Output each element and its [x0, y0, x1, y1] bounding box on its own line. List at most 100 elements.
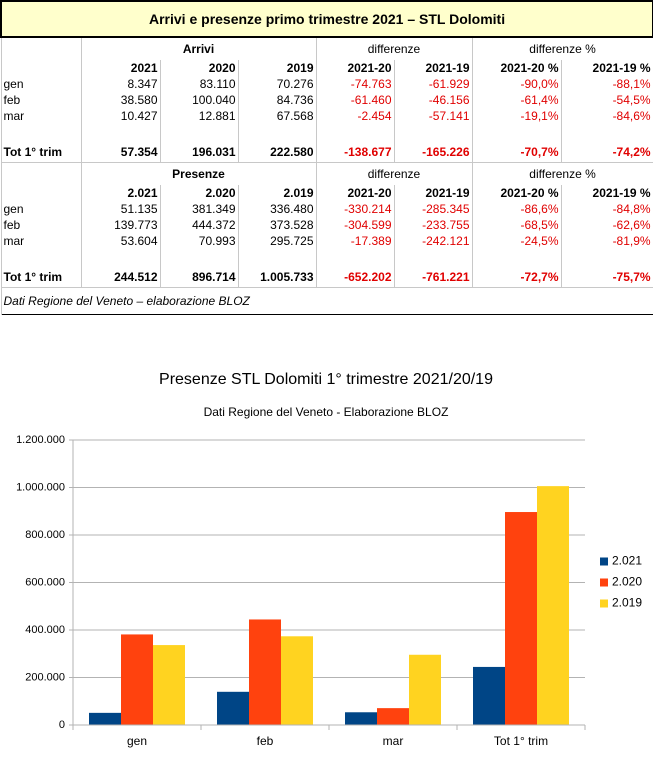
table-cell: 38.580: [80, 92, 160, 108]
table-cell: -88,1%: [560, 76, 653, 92]
y-tick-label: 1.000.000: [16, 481, 65, 493]
bar: [217, 691, 249, 725]
empty-cell: [560, 124, 653, 142]
table-cell: -19,1%: [471, 108, 561, 124]
table-cell: -62,6%: [560, 217, 653, 233]
y-tick-label: 600.000: [25, 576, 65, 588]
chart-title: Presenze STL Dolomiti 1° trimestre 2021/…: [159, 371, 493, 388]
table-cell: -61.929: [393, 76, 472, 92]
table-cell: -2.454: [315, 108, 394, 124]
table-cell: -90,0%: [471, 76, 561, 92]
row-label: gen: [0, 76, 81, 92]
y-tick-label: 0: [59, 719, 65, 731]
table-row: gen 51.135 381.349 336.480 -330.214 -285.345-…: [0, 201, 653, 217]
table-cell: 70.276: [237, 76, 316, 92]
table-cell: 444.372: [159, 217, 238, 233]
table-row: mar 10.427 12.881 67.568 -2.454 -57.141 -19,1%…: [0, 108, 653, 124]
column-header: 2021-20 %: [471, 185, 561, 201]
column-header: 2021-20: [315, 60, 394, 76]
y-tick-label: 800.000: [25, 529, 65, 541]
row-label: Tot 1° trim: [0, 267, 81, 288]
table-cell: 295.725: [237, 233, 316, 249]
y-tick-label: 1.200.000: [16, 434, 65, 446]
row-label: Tot 1° trim: [0, 142, 81, 163]
bar: [505, 512, 537, 725]
table-row: [0, 124, 653, 142]
table-note: Dati Regione del Veneto – elaborazione B…: [0, 287, 653, 315]
x-tick-label: feb: [257, 734, 274, 748]
row-label: mar: [0, 108, 81, 124]
table-cell: -285.345: [393, 201, 472, 217]
table-cell: 83.110: [159, 76, 238, 92]
legend-label: 2.019: [612, 596, 642, 610]
y-tick-label: 400.000: [25, 624, 65, 636]
table-cell: 336.480: [237, 201, 316, 217]
group-header: differenze: [315, 162, 472, 185]
table-cell: 70.993: [159, 233, 238, 249]
empty-cell: [80, 249, 160, 267]
table-row: feb 139.773 444.372 373.528 -304.599 -233.755…: [0, 217, 653, 233]
bar: [281, 636, 313, 725]
x-tick-label: gen: [127, 734, 147, 748]
legend-label: 2.021: [612, 554, 642, 568]
x-tick-label: mar: [383, 734, 404, 748]
legend-swatch: [600, 578, 608, 587]
empty-cell: [315, 249, 394, 267]
column-header: 2.019: [237, 185, 316, 201]
table-cell: -330.214: [315, 201, 394, 217]
column-header: 2020: [159, 60, 238, 76]
bar: [153, 645, 185, 725]
empty-cell: [237, 124, 316, 142]
bar: [537, 486, 569, 725]
empty-cell: [471, 249, 561, 267]
empty-cell: [159, 249, 238, 267]
table-row: 2021 2020 2019 2021-20 2021-19 2021-20 % 2021-…: [0, 60, 653, 76]
table-row: Presenze differenze differenze %: [0, 162, 653, 185]
table-cell: -17.389: [315, 233, 394, 249]
row-label: gen: [0, 201, 81, 217]
table-cell: -761.221: [393, 267, 472, 288]
empty-cell: [471, 124, 561, 142]
group-header: differenze: [315, 36, 472, 60]
table-row: [0, 249, 653, 267]
table-cell: -138.677: [315, 142, 394, 163]
table-cell: -72,7%: [471, 267, 561, 288]
group-header: Arrivi: [80, 36, 316, 60]
table-cell: -75,7%: [560, 267, 653, 288]
row-label: mar: [0, 233, 81, 249]
table-cell: -57.141: [393, 108, 472, 124]
table-row: Dati Regione del Veneto – elaborazione B…: [0, 287, 653, 315]
empty-cell: [393, 124, 472, 142]
column-header: 2021-20 %: [471, 60, 561, 76]
table-cell: 57.354: [80, 142, 160, 163]
table-cell: 896.714: [159, 267, 238, 288]
legend-swatch: [600, 557, 608, 566]
table-cell: -61.460: [315, 92, 394, 108]
table-cell: -233.755: [393, 217, 472, 233]
table-cell: 12.881: [159, 108, 238, 124]
bar: [409, 654, 441, 725]
empty-cell: [237, 249, 316, 267]
table-cell: 373.528: [237, 217, 316, 233]
table-cell: -74,2%: [560, 142, 653, 163]
column-header: 2021-19: [393, 60, 472, 76]
table-cell: -242.121: [393, 233, 472, 249]
empty-cell: [0, 36, 81, 60]
table-cell: -84,6%: [560, 108, 653, 124]
table-row: feb 38.580 100.040 84.736 -61.460 -46.156 -61,…: [0, 92, 653, 108]
table-cell: 100.040: [159, 92, 238, 108]
bar: [121, 634, 153, 725]
table-cell: -74.763: [315, 76, 394, 92]
table-cell: -68,5%: [471, 217, 561, 233]
column-header: 2019: [237, 60, 316, 76]
table-cell: 84.736: [237, 92, 316, 108]
bar: [89, 712, 121, 725]
y-tick-label: 200.000: [25, 671, 65, 683]
table-cell: -46.156: [393, 92, 472, 108]
table-row: Tot 1° trim 57.354 196.031 222.580 -138.677-…: [0, 142, 653, 163]
table-cell: -70,7%: [471, 142, 561, 163]
table-cell: -165.226: [393, 142, 472, 163]
row-label: feb: [0, 92, 81, 108]
table-cell: 139.773: [80, 217, 160, 233]
